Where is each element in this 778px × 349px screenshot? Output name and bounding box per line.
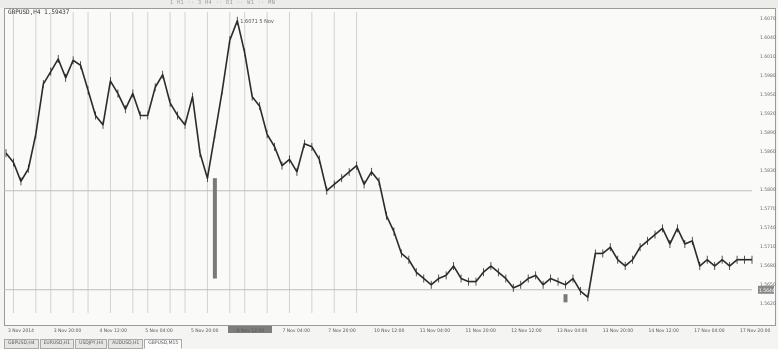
chart-tab-bar: GBPUSD,H4 EURUSD,H1 USDJPY,H4 AUDUSD,H1 GBPU…	[4, 339, 778, 349]
price-axis-label: 1.6010	[760, 54, 776, 60]
price-axis-label: 1.6070	[760, 16, 776, 22]
chart-tab[interactable]: GBPUSD,H4	[4, 339, 39, 349]
time-axis-label: 10 Nov 12:00	[374, 328, 404, 334]
price-axis-label: 1.5740	[760, 225, 776, 231]
time-axis-label: 17 Nov 20:00	[740, 328, 770, 334]
top-toolbar-strip: 1 H1 ·· 3 H4 ·· D1 ·· W1 ·· MN	[0, 0, 778, 8]
price-axis-label: 1.5800	[760, 187, 776, 193]
time-axis-label: 5 Nov 20:00	[191, 328, 219, 334]
chart-tab[interactable]: AUDUSD,H1	[108, 339, 144, 349]
price-axis-label: 1.6040	[760, 35, 776, 41]
chart-tab[interactable]: GBPUSD,M15	[144, 339, 183, 349]
time-axis-label: 11 Nov 04:00	[420, 328, 450, 334]
current-price-label: 1.5644	[759, 288, 775, 294]
chart-tab[interactable]: USDJPY,H4	[75, 339, 108, 349]
time-axis-label: 13 Nov 20:00	[603, 328, 633, 334]
peak-price-label: 1.6071 5 Nov	[240, 19, 274, 25]
time-axis-label: 11 Nov 20:00	[466, 328, 496, 334]
time-axis-label: 3 Nov 20:00	[54, 328, 82, 334]
time-axis-label: 7 Nov 04:00	[283, 328, 311, 334]
price-axis-label: 1.5620	[760, 301, 776, 307]
price-axis-label: 1.5890	[760, 130, 776, 136]
marker-bar	[563, 294, 568, 303]
time-axis-label: 5 Nov 04:00	[145, 328, 173, 334]
time-axis-label: 17 Nov 04:00	[694, 328, 724, 334]
price-axis-label: 1.5860	[760, 149, 776, 155]
chart-tab[interactable]: EURUSD,H1	[39, 339, 75, 349]
price-axis-label: 1.5680	[760, 263, 776, 269]
price-axis-label: 1.5710	[760, 244, 776, 250]
price-axis-label: 1.5980	[760, 73, 776, 79]
price-axis-label: 1.5950	[760, 92, 776, 98]
timeframe-hint: 1 H1 ·· 3 H4 ·· D1 ·· W1 ·· MN	[170, 0, 276, 6]
time-axis-label: 13 Nov 04:00	[557, 328, 587, 334]
price-axis-label: 1.5770	[760, 206, 776, 212]
time-axis-label: 4 Nov 12:00	[100, 328, 128, 334]
time-axis-label: 12 Nov 12:00	[511, 328, 541, 334]
price-line	[5, 19, 752, 299]
marker-bar	[212, 178, 217, 279]
chart-symbol-title: GBPUSD,H4 1.59437	[8, 9, 70, 16]
current-price-box	[758, 285, 774, 294]
time-axis-label: 14 Nov 12:00	[649, 328, 679, 334]
time-axis-label: 7 Nov 20:00	[328, 328, 356, 334]
time-axis-label: 3 Nov 2014	[8, 328, 34, 334]
time-axis-highlight	[228, 326, 272, 333]
price-axis-label: 1.5830	[760, 168, 776, 174]
price-axis-label: 1.5920	[760, 111, 776, 117]
price-axis-label: 1.5650	[760, 282, 776, 288]
price-chart[interactable]: 1.6071 5 Nov 1.6070 1.6040 1.6010 1.5980 1.59…	[0, 0, 778, 338]
